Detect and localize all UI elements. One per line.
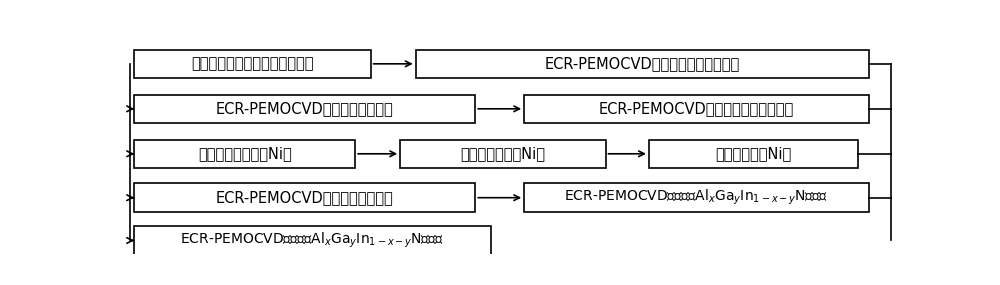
Text: ECR-PEMOCVD方法制备第二氧化硅层: ECR-PEMOCVD方法制备第二氧化硅层: [599, 101, 794, 116]
Bar: [134, 95, 475, 123]
Bar: [416, 50, 869, 78]
Text: ECR-PEMOCVD方法制备氮化硅层: ECR-PEMOCVD方法制备氮化硅层: [216, 101, 394, 116]
Bar: [524, 95, 869, 123]
Text: 磁控溅射方法制备Ni层: 磁控溅射方法制备Ni层: [198, 146, 292, 161]
Bar: [649, 140, 858, 168]
Text: ECR-PEMOCVD方法制备Al$_x$Ga$_y$In$_{1-x-y}$N外延层: ECR-PEMOCVD方法制备Al$_x$Ga$_y$In$_{1-x-y}$N…: [180, 231, 445, 250]
Text: ECR-PEMOCVD方法制备Al$_x$Ga$_y$In$_{1-x-y}$N缓冲层: ECR-PEMOCVD方法制备Al$_x$Ga$_y$In$_{1-x-y}$N…: [564, 188, 829, 207]
Bar: [134, 50, 371, 78]
Bar: [400, 140, 606, 168]
Text: 聚酰亚胺衬底的清洗与干燥处理: 聚酰亚胺衬底的清洗与干燥处理: [191, 56, 314, 71]
Bar: [134, 184, 475, 212]
Bar: [524, 184, 869, 212]
Bar: [134, 140, 355, 168]
Text: 氢等离子体清洗Ni层: 氢等离子体清洗Ni层: [460, 146, 545, 161]
Text: 湿法腐蚀去除Ni层: 湿法腐蚀去除Ni层: [715, 146, 792, 161]
Text: ECR-PEMOCVD方法制备第一氧化硅层: ECR-PEMOCVD方法制备第一氧化硅层: [545, 56, 740, 71]
Text: ECR-PEMOCVD方法制备石墨烯层: ECR-PEMOCVD方法制备石墨烯层: [216, 190, 394, 205]
Bar: [134, 226, 491, 255]
